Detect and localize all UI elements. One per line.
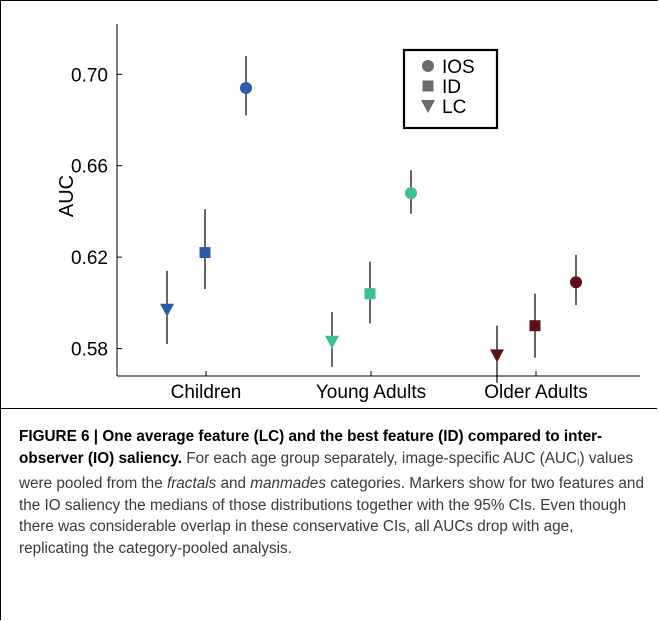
y-tick-label: 0.62 xyxy=(71,248,108,269)
marker-lc-3 xyxy=(490,349,504,363)
caption-heading: FIGURE 6 | One average feature (LC) and … xyxy=(19,428,603,467)
legend-box xyxy=(402,48,499,130)
y-ticks: 0.58 0.62 0.66 0.70 xyxy=(71,65,122,361)
y-tick-label: 0.66 xyxy=(71,157,108,178)
marker-id-3 xyxy=(529,320,541,332)
marker-lc-1 xyxy=(160,303,174,317)
y-tick-label: 0.58 xyxy=(71,340,108,361)
marker-ios-2 xyxy=(405,187,417,200)
x-tick-label: Young Adults xyxy=(316,382,426,403)
auc-chart: 0.58 0.62 0.66 0.70 Children Young Adults Old… xyxy=(56,24,640,403)
x-ticks: Children Young Adults Older Adults xyxy=(171,371,588,403)
figure-caption: FIGURE 6 | One average feature (LC) and … xyxy=(19,426,644,560)
x-tick-label: Children xyxy=(171,382,242,403)
caption-text-3: and xyxy=(216,475,251,493)
marker-lc-2 xyxy=(325,335,339,349)
caption-italic-manmades: manmades xyxy=(250,475,326,493)
y-axis-label: AUC xyxy=(56,175,78,217)
caption-text-4: categories. Markers show for two feature… xyxy=(19,475,644,557)
caption-text-1: For each age group separately, image-spe… xyxy=(181,449,578,467)
caption-subscript: I xyxy=(577,456,580,467)
marker-id-1 xyxy=(199,247,211,259)
caption-text-2: ) values were pooled from the xyxy=(19,449,634,493)
y-tick-label: 0.70 xyxy=(71,65,108,86)
marker-id-2 xyxy=(364,288,376,300)
legend-label-id: ID xyxy=(442,77,461,98)
legend-label-lc: LC xyxy=(442,97,466,118)
chart-axes xyxy=(116,24,640,377)
data-markers xyxy=(160,82,582,363)
x-tick-label: Older Adults xyxy=(484,382,588,403)
legend-marker-ios xyxy=(422,60,434,72)
legend-label-ios: IOS xyxy=(442,57,475,78)
caption-italic-fractals: fractals xyxy=(166,475,217,493)
legend-marker-id xyxy=(422,80,434,92)
marker-ios-1 xyxy=(240,82,252,94)
marker-ios-3 xyxy=(570,276,582,289)
caption-divider xyxy=(0,408,657,409)
legend-marker-lc xyxy=(421,100,435,113)
error-bars xyxy=(166,56,577,383)
